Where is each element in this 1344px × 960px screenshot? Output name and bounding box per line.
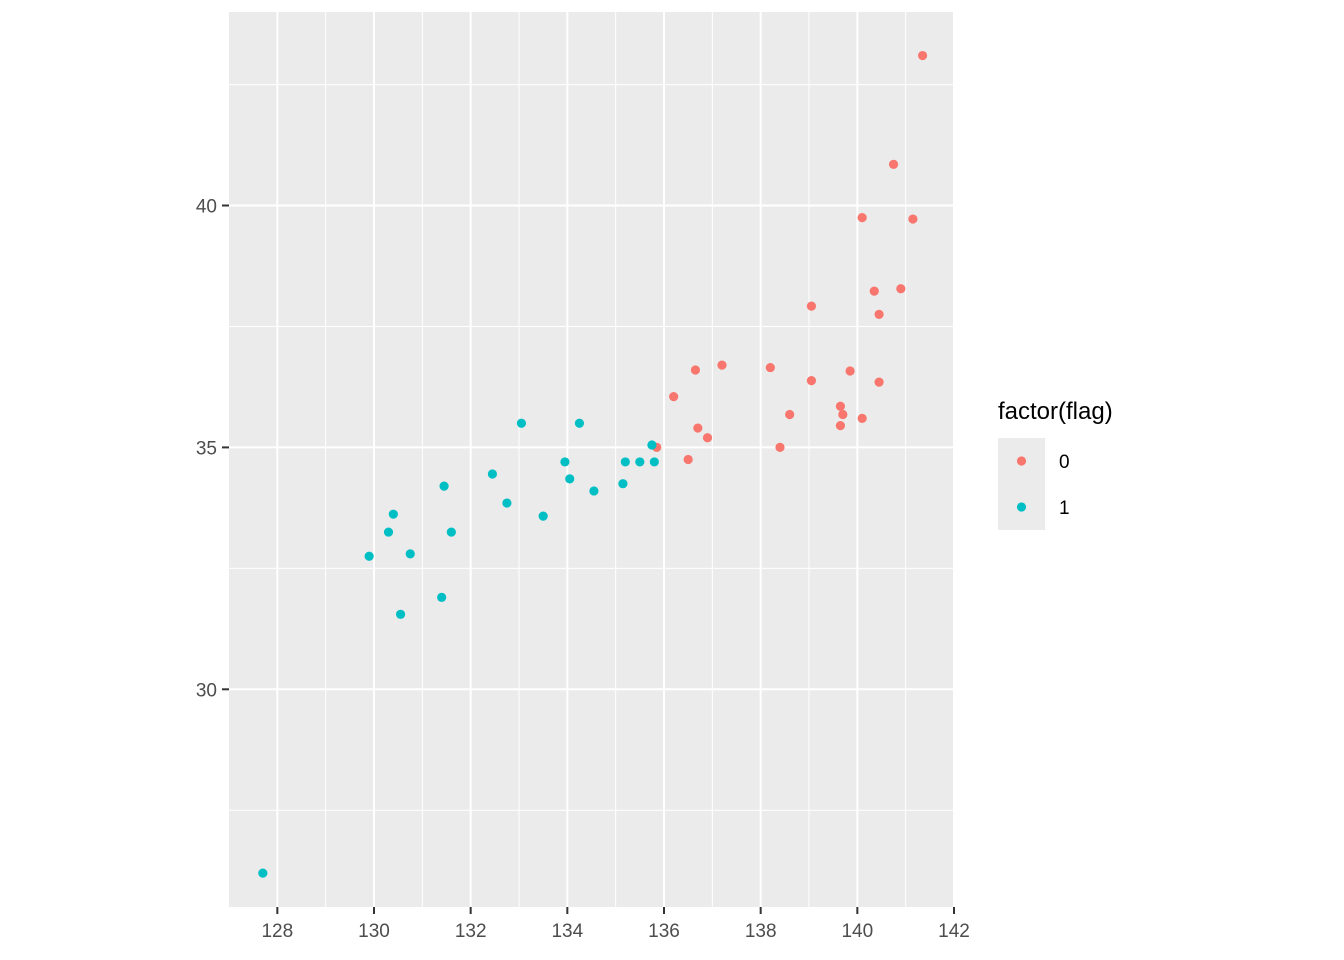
data-point-flag-1 [618, 479, 628, 489]
x-tick-label: 140 [841, 921, 873, 942]
data-point-flag-1 [388, 509, 398, 519]
data-point-flag-0 [690, 365, 701, 375]
data-point-flag-0 [693, 423, 703, 433]
x-tick-label: 132 [455, 921, 487, 942]
data-point-flag-0 [838, 409, 848, 420]
legend: factor(flag) 01 [998, 398, 1113, 530]
legend-label-1: 1 [1059, 498, 1070, 519]
panel-background [229, 12, 954, 907]
data-point-flag-1 [538, 511, 548, 521]
data-point-flag-1 [446, 527, 456, 537]
major-gridlines [229, 12, 955, 907]
data-point-flag-0 [806, 376, 817, 386]
data-point-flag-0 [669, 392, 679, 402]
data-point-flag-1 [487, 469, 498, 479]
data-point-flag-0 [896, 284, 906, 294]
x-axis: 128 130 132 134 136 138 140 142 [261, 907, 970, 942]
data-point-flag-1 [560, 457, 570, 467]
data-point-flag-1 [258, 868, 268, 878]
legend-key-1 [1016, 502, 1027, 512]
data-point-flag-0 [857, 213, 867, 223]
data-point-flag-1 [649, 457, 659, 467]
y-axis: 30 35 40 [196, 197, 229, 701]
data-point-flag-1 [364, 551, 374, 561]
data-point-flag-0 [835, 421, 846, 431]
y-tick-label: 40 [196, 197, 217, 218]
data-point-flag-0 [874, 309, 884, 319]
data-point-flag-1 [395, 609, 406, 619]
data-point-flag-1 [589, 486, 599, 496]
x-tick-label: 128 [261, 921, 293, 942]
legend-title: factor(flag) [998, 398, 1113, 425]
legend-label-0: 0 [1059, 452, 1070, 473]
data-point-flag-0 [683, 454, 693, 465]
x-tick-label: 136 [648, 921, 680, 942]
data-point-flag-1 [383, 527, 394, 537]
data-point-flag-0 [857, 413, 867, 423]
data-point-flag-0 [917, 50, 928, 61]
legend-keys: 01 [998, 438, 1070, 530]
data-point-flag-1 [439, 481, 449, 491]
minor-gridlines [229, 12, 954, 907]
data-point-flag-0 [765, 362, 775, 373]
data-point-flag-1 [405, 549, 415, 559]
data-point-flag-0 [874, 377, 884, 387]
data-point-flag-1 [565, 474, 575, 484]
data-point-flag-1 [635, 457, 645, 467]
data-point-flag-1 [502, 498, 512, 508]
data-point-flag-1 [516, 418, 527, 428]
x-tick-label: 130 [358, 921, 390, 942]
data-point-flag-0 [785, 409, 795, 420]
data-points [258, 50, 928, 878]
x-tick-label: 138 [745, 921, 777, 942]
data-point-flag-0 [717, 360, 727, 370]
data-point-flag-1 [574, 418, 585, 428]
data-point-flag-1 [647, 440, 657, 450]
data-point-flag-0 [806, 301, 817, 311]
data-point-flag-0 [702, 433, 713, 443]
x-tick-label: 142 [938, 921, 970, 942]
x-tick-label: 134 [551, 921, 583, 942]
data-point-flag-0 [845, 366, 855, 376]
data-point-flag-0 [869, 286, 879, 296]
data-point-flag-0 [775, 442, 785, 453]
legend-key-0 [1016, 456, 1027, 466]
y-tick-label: 35 [196, 438, 217, 459]
data-point-flag-0 [908, 214, 918, 224]
data-point-flag-0 [835, 401, 846, 411]
data-point-flag-1 [437, 592, 447, 602]
data-point-flag-0 [888, 159, 899, 169]
data-point-flag-1 [620, 457, 630, 467]
y-tick-label: 30 [196, 680, 217, 701]
